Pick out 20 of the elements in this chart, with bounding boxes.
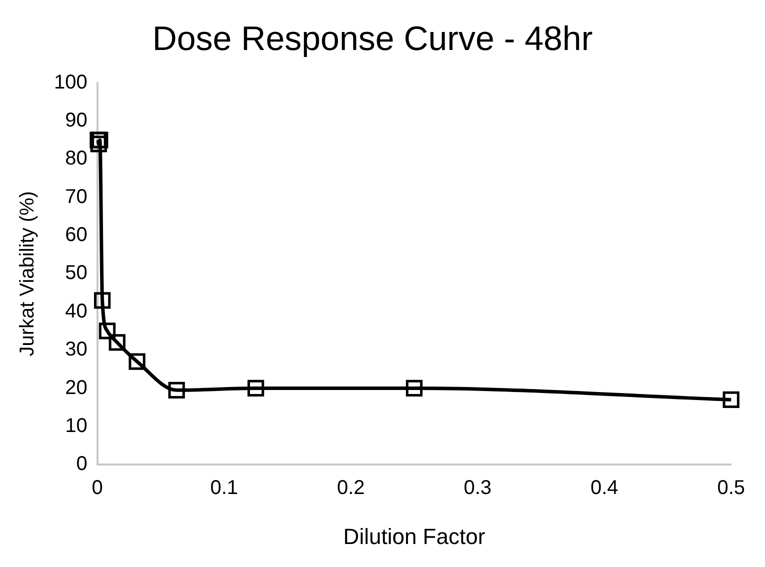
y-tick-label: 20 <box>65 376 88 399</box>
x-tick-label: 0.2 <box>336 477 365 500</box>
x-axis-title: Dilution Factor <box>343 524 486 549</box>
y-tick-label: 90 <box>65 109 88 132</box>
y-tick-label: 50 <box>65 262 88 284</box>
y-tick-label: 40 <box>65 300 88 322</box>
y-tick-label: 70 <box>65 186 88 208</box>
x-tick-label: 0.3 <box>464 477 492 500</box>
x-tick-label: 0.1 <box>210 477 238 500</box>
y-tick-label: 0 <box>76 453 88 476</box>
y-tick-label: 80 <box>65 148 88 170</box>
x-tick-label: 0 <box>92 477 103 500</box>
y-tick-label: 100 <box>54 71 88 94</box>
y-tick-label: 10 <box>65 414 88 437</box>
x-tick-label: 0.5 <box>717 477 746 500</box>
y-tick-label: 30 <box>65 338 88 361</box>
chart-title: Dose Response Curve - 48hr <box>152 20 593 58</box>
y-tick-label: 60 <box>65 224 88 246</box>
y-axis-title: Jurkat Viability (%) <box>16 191 39 356</box>
x-tick-label: 0.4 <box>590 477 618 500</box>
